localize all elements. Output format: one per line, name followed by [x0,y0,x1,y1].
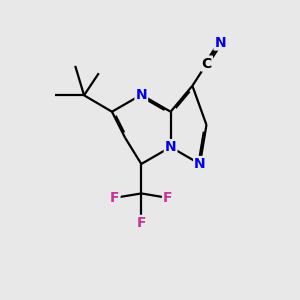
Text: F: F [136,216,146,230]
Text: N: N [136,88,147,102]
Text: F: F [163,191,172,205]
Text: N: N [214,35,226,50]
Text: N: N [165,140,176,154]
Text: N: N [194,157,206,171]
Text: F: F [110,191,119,205]
Text: C: C [202,56,212,70]
